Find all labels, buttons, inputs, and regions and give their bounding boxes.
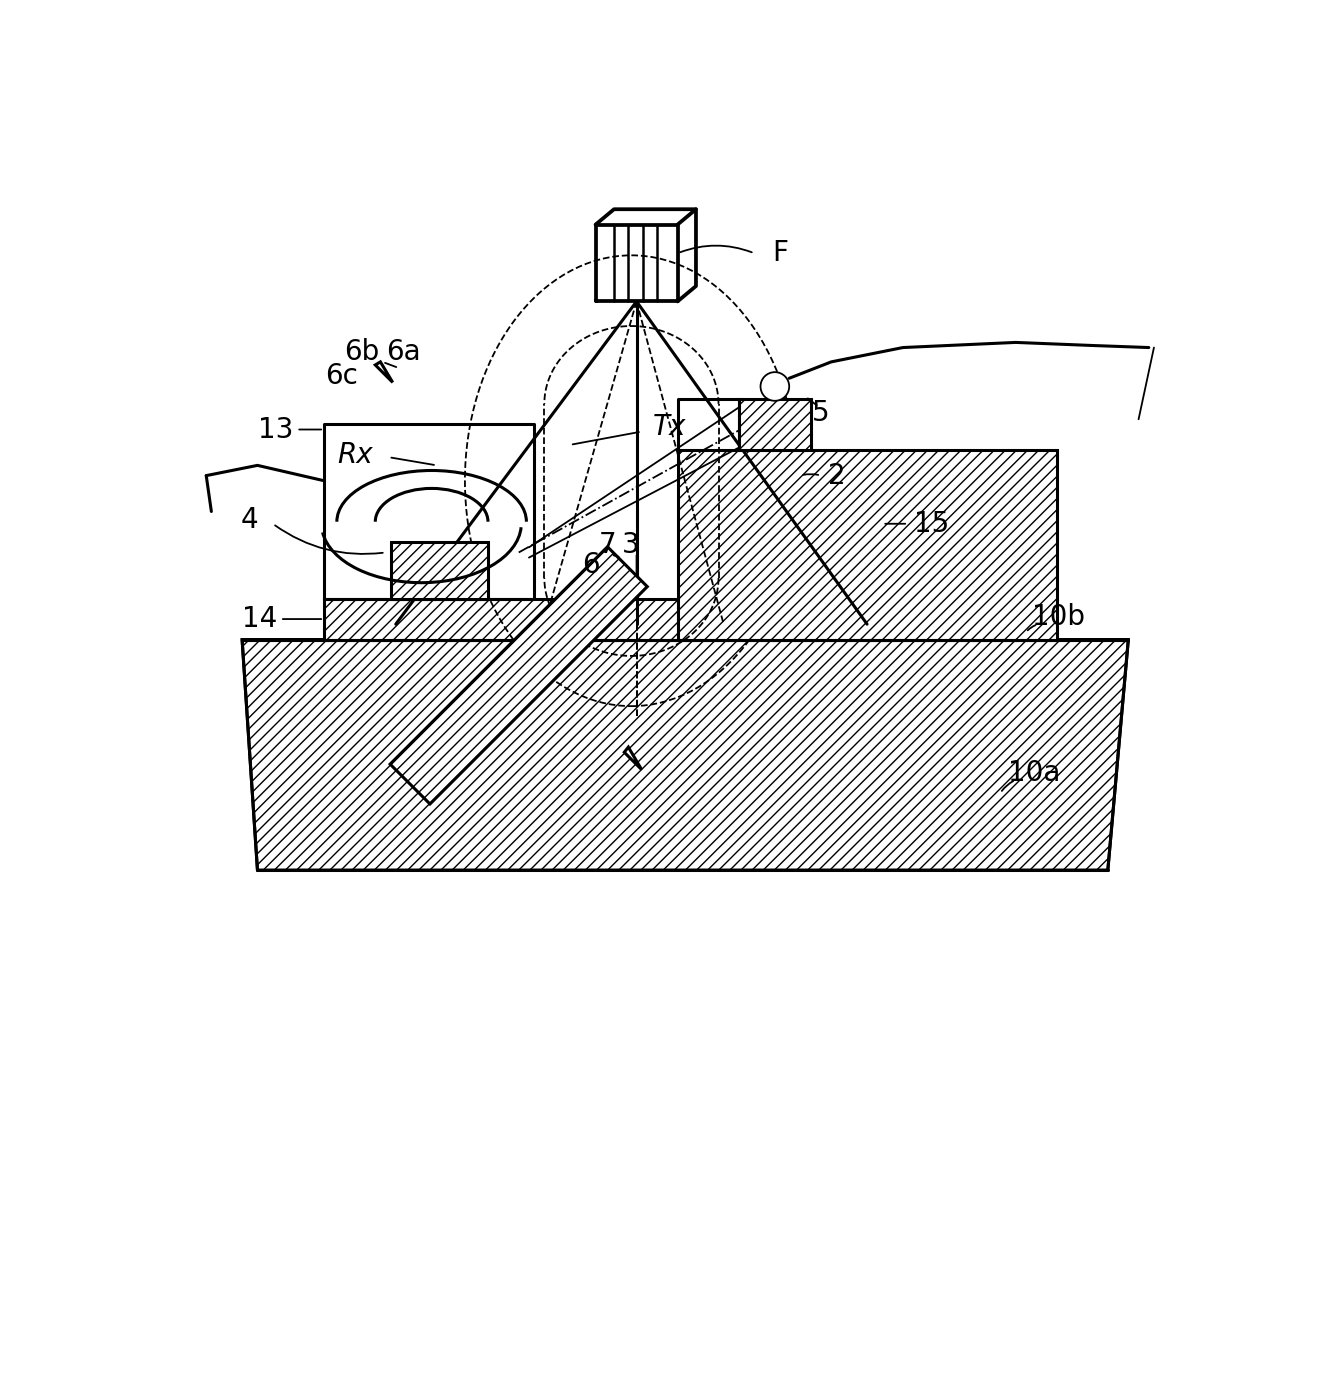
Circle shape	[760, 372, 789, 401]
Polygon shape	[391, 542, 488, 598]
Text: 10a: 10a	[1007, 759, 1060, 787]
Text: 10b: 10b	[1032, 604, 1085, 631]
Text: 6b: 6b	[344, 338, 379, 365]
Text: 3: 3	[621, 532, 640, 559]
Text: 13: 13	[258, 416, 293, 444]
Text: 15: 15	[914, 510, 949, 537]
Text: 7: 7	[599, 532, 616, 559]
Text: 5: 5	[812, 400, 830, 427]
Polygon shape	[739, 398, 810, 451]
Polygon shape	[324, 598, 677, 639]
Text: 14: 14	[242, 605, 278, 633]
Polygon shape	[677, 451, 1056, 639]
Polygon shape	[624, 747, 641, 770]
Polygon shape	[242, 639, 1128, 870]
Polygon shape	[375, 362, 393, 382]
Text: 6: 6	[582, 551, 599, 579]
Text: 6c: 6c	[325, 362, 358, 390]
Text: 2: 2	[828, 462, 845, 489]
Text: F: F	[772, 240, 788, 267]
Text: Tx: Tx	[653, 413, 686, 441]
Polygon shape	[390, 547, 648, 803]
Text: 6a: 6a	[386, 338, 420, 365]
Text: Rx: Rx	[337, 441, 373, 469]
Text: 4: 4	[241, 506, 258, 533]
